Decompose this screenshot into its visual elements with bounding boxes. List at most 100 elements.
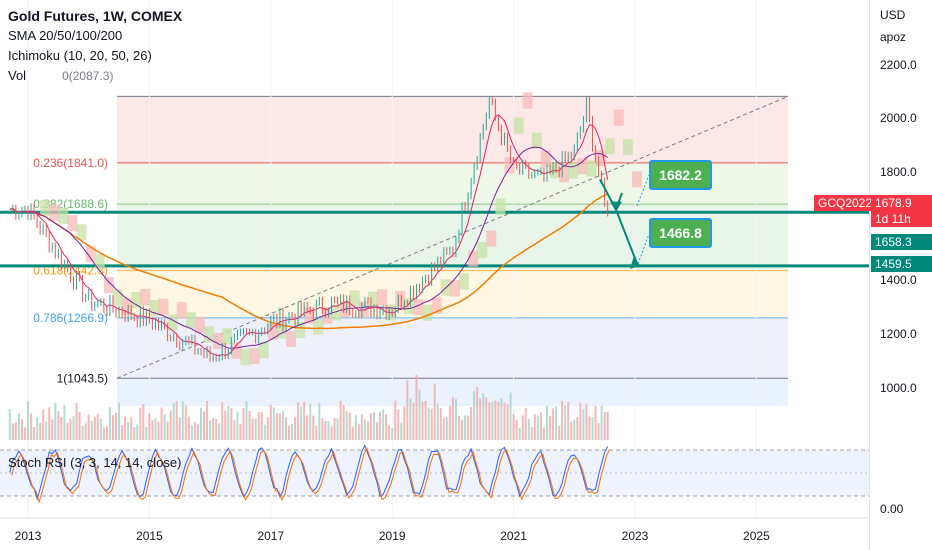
volume-bar	[239, 424, 242, 440]
volume-bar	[193, 422, 196, 440]
volume-bar	[576, 417, 579, 440]
volume-bar	[369, 413, 372, 440]
ichimoku-cloud-segment	[458, 273, 469, 290]
volume-bar	[600, 405, 603, 440]
volume-bar	[603, 411, 606, 440]
volume-bar	[111, 415, 114, 440]
target-callout-1[interactable]: 1682.2	[649, 160, 712, 190]
ichimoku-cloud-segment	[40, 199, 51, 217]
volume-bar	[476, 386, 479, 440]
stoch-rsi-label[interactable]: Stoch RSI (3, 3, 14, 14, close)	[8, 455, 182, 470]
price-axis[interactable]: USD apoz 2200.0 2000.0 1800.0 1400.0 120…	[869, 0, 932, 550]
volume-bar	[14, 422, 17, 440]
chart-title: Gold Futures, 1W, COMEX	[8, 8, 183, 24]
volume-bar	[151, 420, 154, 440]
volume-indicator-label[interactable]: Vol 0(2087.3)	[8, 66, 182, 86]
volume-bar	[90, 420, 93, 440]
volume-bar	[248, 410, 251, 440]
volume-bar	[470, 407, 473, 440]
volume-bar	[500, 398, 503, 440]
volume-bar	[479, 398, 482, 440]
fib-band	[117, 96, 788, 163]
volume-bar	[330, 426, 333, 440]
ichimoku-cloud-segment	[377, 289, 388, 306]
volume-bar	[394, 400, 397, 440]
volume-bar	[397, 409, 400, 440]
volume-bar	[27, 401, 29, 440]
ichimoku-cloud-segment	[204, 326, 215, 343]
volume-bar	[333, 418, 336, 440]
ichimoku-cloud-segment	[267, 323, 278, 340]
volume-bar	[606, 411, 609, 440]
volume-bar	[524, 407, 527, 440]
volume-bar	[567, 401, 570, 440]
chart-legend: Gold Futures, 1W, COMEX SMA 20/50/100/20…	[8, 6, 182, 86]
volume-bar	[96, 413, 99, 440]
ichimoku-cloud-segment	[76, 224, 87, 241]
volume-bar	[69, 418, 72, 440]
ichimoku-cloud-segment	[313, 318, 324, 335]
volume-bar	[33, 427, 36, 440]
volume-bar	[142, 404, 145, 440]
fib-level-label: 0.236(1841.0)	[33, 156, 108, 170]
volume-bar	[306, 415, 309, 440]
ichimoku-cloud-segment	[158, 298, 169, 315]
price-tick: 1800.0	[880, 165, 917, 179]
ichimoku-cloud-segment	[167, 314, 178, 331]
volume-bar	[291, 424, 294, 440]
volume-bar	[542, 427, 545, 440]
stoch-k-line	[9, 444, 609, 501]
ichimoku-cloud-segment	[194, 316, 205, 334]
ichimoku-cloud-segment	[331, 304, 342, 321]
ichimoku-cloud-segment	[131, 291, 142, 309]
sma-50-line	[9, 146, 608, 349]
arrow-head	[610, 201, 622, 212]
ichimoku-cloud-segment	[577, 157, 588, 175]
volume-bar	[115, 412, 118, 440]
volume-bar	[254, 418, 257, 440]
volume-bar	[209, 420, 212, 440]
volume-bar	[564, 405, 567, 440]
volume-bar	[579, 402, 582, 440]
volume-bar	[424, 400, 427, 440]
volume-bar	[275, 413, 278, 440]
volume-bar	[412, 402, 415, 440]
ichimoku-cloud-segment	[222, 328, 233, 345]
support-level-2-tag: 1459.5	[871, 256, 932, 272]
volume-bar	[48, 407, 51, 440]
volume-bar	[257, 412, 260, 440]
ichimoku-indicator-label[interactable]: Ichimoku (10, 20, 50, 26)	[8, 48, 152, 63]
year-tick: 2025	[743, 529, 770, 543]
ichimoku-cloud-segment	[58, 207, 69, 224]
ichimoku-cloud-segment	[176, 302, 187, 319]
sma-indicator-label[interactable]: SMA 20/50/100/200	[8, 28, 123, 43]
ichimoku-cloud-segment	[477, 241, 488, 259]
volume-bar	[503, 402, 506, 440]
volume-bar	[81, 425, 84, 440]
volume-bar	[439, 407, 442, 440]
price-tick: 2000.0	[880, 111, 917, 125]
volume-bar	[221, 402, 224, 440]
volume-bar	[175, 401, 178, 440]
ichimoku-cloud-segment	[67, 215, 78, 232]
volume-bar	[148, 412, 151, 440]
volume-bar	[509, 392, 512, 440]
volume-bar	[284, 417, 287, 440]
volume-bar	[160, 407, 163, 440]
volume-bar	[552, 408, 555, 440]
volume-bar	[585, 403, 588, 440]
volume-bar	[539, 412, 542, 440]
volume-bar	[11, 423, 14, 440]
target-callout-2[interactable]: 1466.8	[649, 218, 712, 248]
volume-bar	[512, 414, 515, 440]
volume-bar	[582, 408, 585, 440]
volume-bar	[215, 419, 218, 440]
volume-bar	[20, 419, 23, 440]
ichimoku-cloud-segment	[522, 92, 533, 109]
volume-bar	[376, 421, 379, 440]
ichimoku-cloud-segment	[395, 290, 406, 308]
volume-label: Vol	[8, 68, 27, 83]
volume-bar	[133, 427, 136, 440]
volume-bar	[260, 412, 263, 440]
volume-bar	[312, 415, 315, 440]
